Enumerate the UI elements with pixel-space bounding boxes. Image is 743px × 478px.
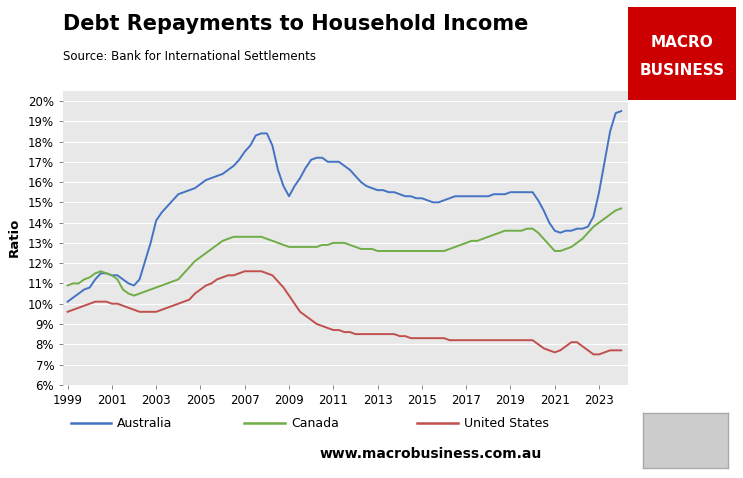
Text: Source: Bank for International Settlements: Source: Bank for International Settlemen…	[63, 50, 317, 63]
Text: BUSINESS: BUSINESS	[639, 63, 724, 78]
Text: MACRO: MACRO	[650, 35, 713, 50]
Text: United States: United States	[464, 416, 549, 430]
Text: www.macrobusiness.com.au: www.macrobusiness.com.au	[319, 447, 542, 461]
Text: Canada: Canada	[291, 416, 339, 430]
Text: Debt Repayments to Household Income: Debt Repayments to Household Income	[63, 14, 528, 34]
Text: Australia: Australia	[117, 416, 173, 430]
Y-axis label: Ratio: Ratio	[8, 218, 21, 258]
